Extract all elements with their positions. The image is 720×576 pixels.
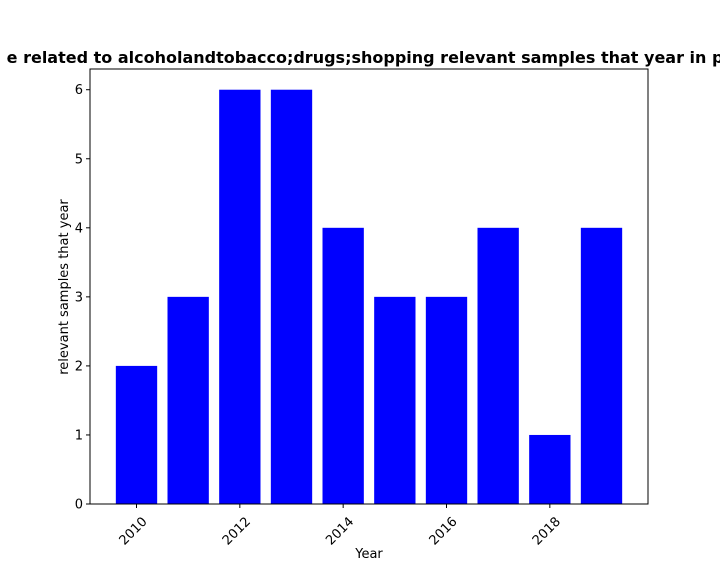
y-tick-label: 1	[75, 428, 83, 443]
bar-2016	[425, 296, 468, 504]
bar-2019	[580, 227, 623, 505]
y-tick-label: 2	[75, 359, 83, 374]
y-tick-label: 4	[75, 221, 83, 236]
bar-2014	[322, 227, 364, 505]
x-tick-label: 2010	[117, 514, 151, 548]
x-tick-label: 2014	[323, 514, 357, 548]
bar-2015	[374, 296, 416, 504]
x-tick-label: 2018	[530, 514, 564, 548]
bars-group	[115, 89, 623, 505]
bar-2013	[270, 89, 313, 504]
x-tick-label: 2012	[220, 514, 254, 548]
y-tick-label: 5	[75, 152, 83, 167]
x-axis-ticks: 2010 2012 2014 2016 2018	[117, 504, 564, 548]
bar-2017	[477, 227, 519, 505]
bar-2018	[529, 434, 571, 504]
bar-2011	[167, 296, 209, 504]
plot-area-frame	[89, 68, 649, 505]
bar-2010	[115, 365, 158, 504]
y-axis-ticks: 0 1 2 3 4 5 6	[75, 83, 90, 513]
x-axis-label: Year	[354, 547, 383, 562]
y-tick-label: 3	[75, 290, 83, 305]
y-tick-label: 0	[75, 498, 83, 513]
y-axis-label: relevant samples that year	[57, 199, 72, 375]
x-tick-label: 2016	[427, 514, 461, 548]
y-tick-label: 6	[75, 83, 83, 98]
chart-title: e related to alcoholandtobacco;drugs;sho…	[7, 48, 720, 67]
bar-2012	[219, 89, 261, 504]
